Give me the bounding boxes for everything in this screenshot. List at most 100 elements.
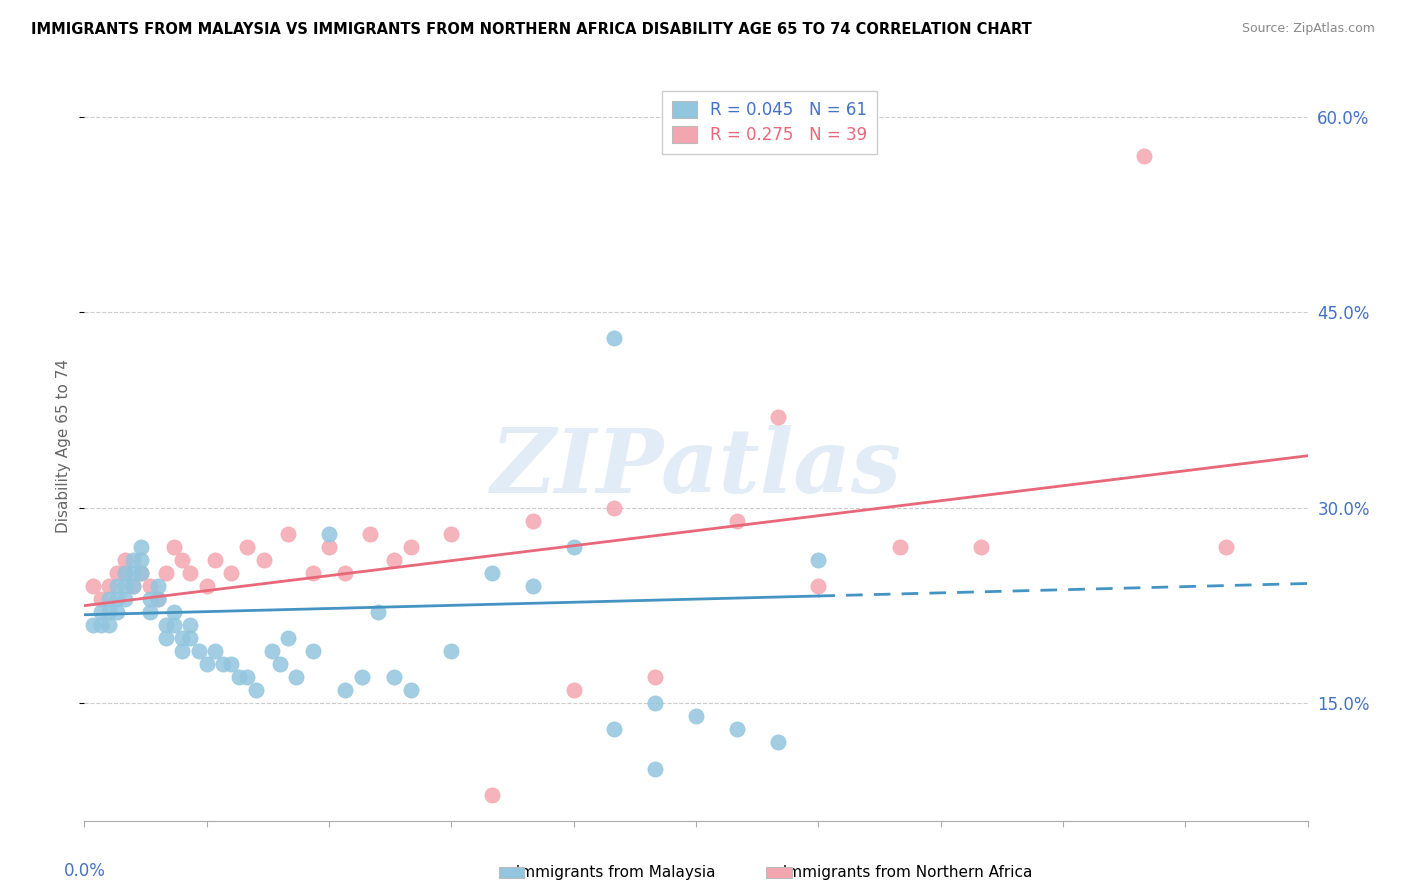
Point — [301, 566, 323, 580]
Point — [90, 618, 112, 632]
Point — [644, 762, 666, 776]
Point — [685, 709, 707, 723]
Point — [179, 566, 201, 580]
Point — [155, 618, 177, 632]
Point — [522, 514, 544, 528]
Point — [236, 540, 259, 554]
Point — [131, 540, 153, 554]
Point — [155, 631, 177, 645]
Point — [179, 631, 201, 645]
Point — [766, 735, 789, 749]
Point — [163, 540, 186, 554]
Point — [644, 670, 666, 684]
Point — [301, 644, 323, 658]
Point — [603, 331, 626, 345]
Point — [228, 670, 250, 684]
Point — [359, 527, 381, 541]
Point — [603, 723, 626, 737]
Point — [399, 540, 422, 554]
Point — [382, 670, 405, 684]
Point — [172, 631, 194, 645]
Point — [269, 657, 291, 672]
Point — [105, 566, 128, 580]
Text: 0.0%: 0.0% — [63, 862, 105, 880]
Point — [807, 553, 830, 567]
Point — [122, 566, 145, 580]
Point — [131, 566, 153, 580]
Point — [212, 657, 235, 672]
Point — [766, 409, 789, 424]
Point — [277, 631, 299, 645]
Point — [114, 579, 136, 593]
Point — [970, 540, 993, 554]
Point — [105, 605, 128, 619]
Text: IMMIGRANTS FROM MALAYSIA VS IMMIGRANTS FROM NORTHERN AFRICA DISABILITY AGE 65 TO: IMMIGRANTS FROM MALAYSIA VS IMMIGRANTS F… — [31, 22, 1032, 37]
Point — [122, 579, 145, 593]
Point — [138, 592, 160, 607]
Point — [122, 579, 145, 593]
Point — [440, 527, 463, 541]
Point — [114, 566, 136, 580]
Point — [562, 683, 585, 698]
Point — [82, 579, 104, 593]
Point — [195, 657, 218, 672]
Point — [97, 579, 120, 593]
Point — [172, 553, 194, 567]
Point — [131, 553, 153, 567]
Point — [318, 527, 340, 541]
Point — [725, 514, 748, 528]
Point — [1215, 540, 1237, 554]
Point — [204, 644, 226, 658]
Point — [1133, 149, 1156, 163]
Point — [82, 618, 104, 632]
Text: ZIPatlas: ZIPatlas — [491, 425, 901, 512]
Point — [335, 566, 357, 580]
Point — [90, 605, 112, 619]
Point — [122, 553, 145, 567]
Point — [318, 540, 340, 554]
Point — [219, 566, 242, 580]
Point — [260, 644, 283, 658]
Point — [889, 540, 911, 554]
Text: Immigrants from Northern Africa: Immigrants from Northern Africa — [773, 865, 1032, 880]
Point — [163, 618, 186, 632]
Point — [131, 566, 153, 580]
Point — [172, 644, 194, 658]
Point — [195, 579, 218, 593]
Point — [522, 579, 544, 593]
Point — [562, 540, 585, 554]
Point — [114, 592, 136, 607]
Point — [146, 592, 169, 607]
Point — [179, 618, 201, 632]
Point — [105, 592, 128, 607]
Point — [245, 683, 267, 698]
Point — [399, 683, 422, 698]
Point — [382, 553, 405, 567]
Point — [236, 670, 259, 684]
Point — [204, 553, 226, 567]
Point — [155, 566, 177, 580]
Point — [138, 579, 160, 593]
Point — [97, 618, 120, 632]
Point — [807, 579, 830, 593]
Point — [105, 579, 128, 593]
Point — [603, 500, 626, 515]
Text: Immigrants from Malaysia: Immigrants from Malaysia — [506, 865, 716, 880]
Point — [367, 605, 389, 619]
Point — [481, 788, 503, 802]
Point — [350, 670, 373, 684]
Point — [114, 566, 136, 580]
Point — [146, 579, 169, 593]
Point — [335, 683, 357, 698]
Point — [253, 553, 276, 567]
Point — [481, 566, 503, 580]
Point — [644, 697, 666, 711]
Point — [90, 592, 112, 607]
Point — [285, 670, 308, 684]
Point — [146, 592, 169, 607]
Point — [163, 605, 186, 619]
Y-axis label: Disability Age 65 to 74: Disability Age 65 to 74 — [56, 359, 72, 533]
Point — [187, 644, 209, 658]
Text: Source: ZipAtlas.com: Source: ZipAtlas.com — [1241, 22, 1375, 36]
Point — [440, 644, 463, 658]
